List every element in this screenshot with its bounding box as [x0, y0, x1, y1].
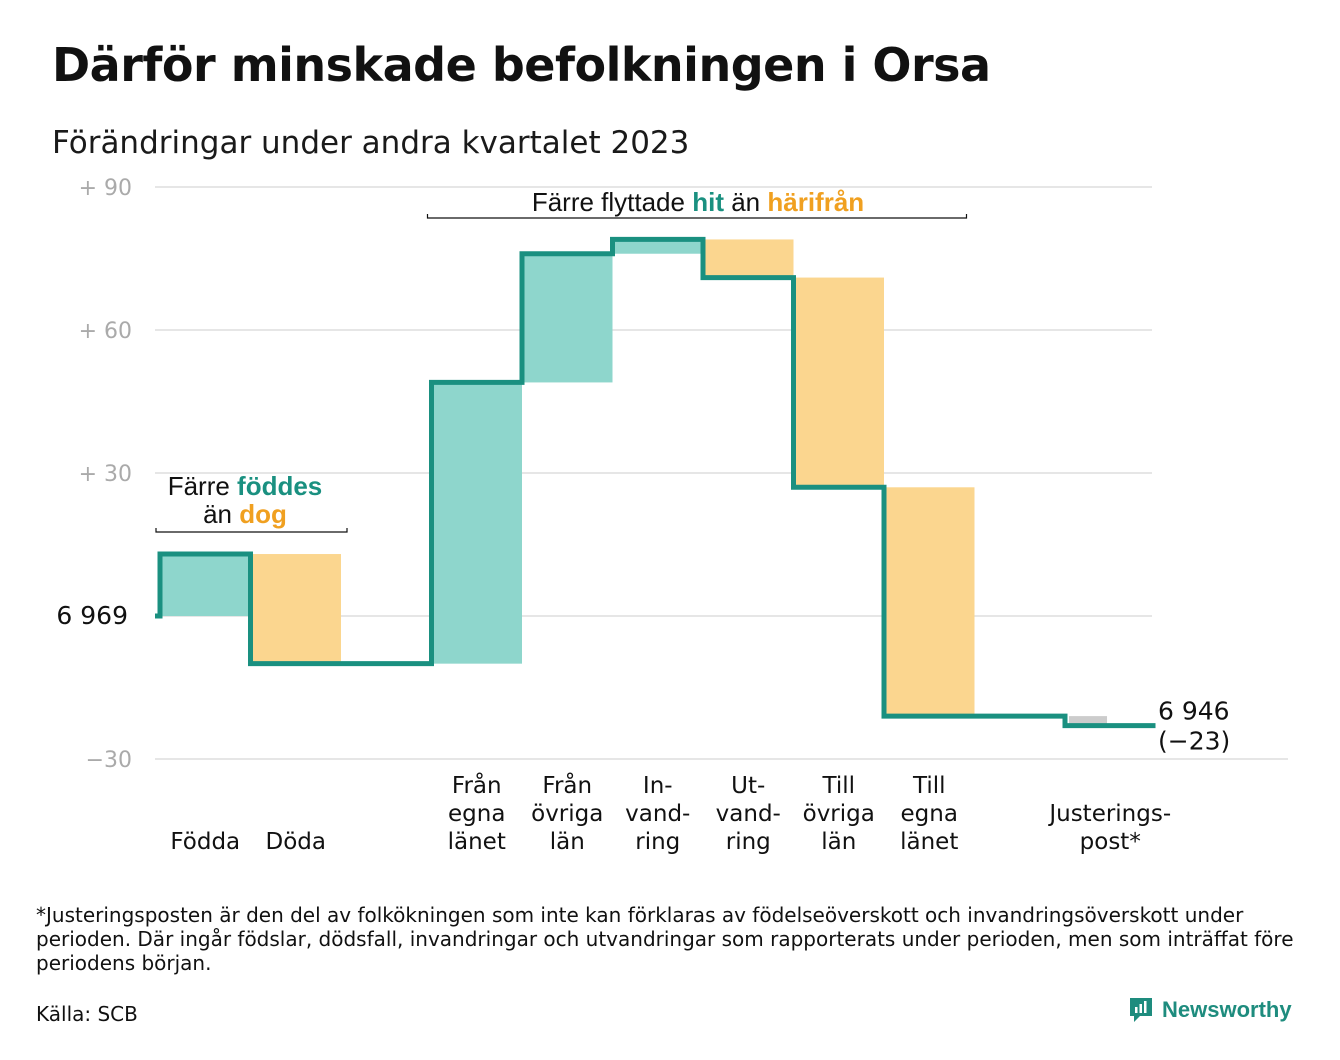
grid-lines: [155, 186, 1288, 760]
newsworthy-chart-icon: [1130, 998, 1152, 1022]
bar-increase: [522, 253, 613, 383]
category-label: vand-: [716, 801, 781, 827]
y-tick-label: + 60: [79, 319, 132, 344]
annotation-text: Färre föddes: [168, 471, 323, 501]
category-label: övriga: [803, 801, 875, 827]
y-tick-labels: −30 + 30 + 60 + 90 6 969: [56, 176, 132, 773]
running-total-line: [155, 236, 1156, 729]
y-tick-label: + 90: [79, 176, 132, 201]
source-text: Källa: SCB: [36, 1002, 138, 1026]
bar-increase: [431, 382, 522, 664]
category-label: Från: [542, 771, 592, 799]
annotation-text: Färre flyttade hit än härifrån: [532, 187, 864, 217]
category-label: In-: [643, 773, 673, 799]
category-label: län: [550, 829, 585, 855]
category-label: ring: [726, 829, 771, 855]
brand-name: Newsworthy: [1162, 997, 1292, 1022]
annotation-bracket: [426, 214, 968, 219]
brand-logo[interactable]: Newsworthy: [1128, 996, 1292, 1024]
category-label: övriga: [531, 801, 603, 827]
annotation-text: än dog: [203, 499, 287, 529]
category-label: länet: [900, 829, 958, 855]
bar-decrease: [793, 277, 884, 488]
annotation-segment: dog: [239, 499, 287, 529]
annotation-bracket: [155, 528, 348, 533]
bar-decrease: [884, 487, 975, 717]
end-labels: 6 946(−23): [1158, 697, 1230, 756]
category-label: länet: [448, 829, 506, 855]
annotation-segment: föddes: [237, 471, 322, 501]
category-label: Till: [821, 773, 855, 799]
category-label: egna: [901, 801, 958, 827]
category-label: ring: [635, 829, 680, 855]
category-label: Ut-: [731, 773, 765, 799]
category-label: Till: [912, 773, 946, 799]
bar-adjustment: [1069, 716, 1108, 726]
annotation-segment: än: [724, 187, 767, 217]
category-label: Justerings-: [1047, 801, 1171, 827]
annotation-segment: än: [203, 499, 239, 529]
annotation-segment: Färre: [168, 471, 237, 501]
bar-decrease: [250, 554, 341, 664]
annotation-segment: Färre flyttade: [532, 187, 692, 217]
y-tick-label: + 30: [79, 462, 132, 487]
page-subtitle: Förändringar under andra kvartalet 2023: [52, 125, 690, 161]
category-label: post*: [1080, 829, 1141, 855]
category-label: Från: [452, 771, 502, 799]
category-label: län: [821, 829, 856, 855]
end-value-label: 6 946: [1158, 697, 1230, 726]
category-label: Döda: [266, 829, 326, 855]
end-change-label: (−23): [1158, 727, 1230, 756]
start-value-label: 6 969: [56, 601, 128, 630]
bar-increase: [160, 554, 251, 616]
annotation-segment: härifrån: [767, 187, 864, 217]
category-labels: Födda DödaFrånegnalänetFrånövrigalänIn-va…: [170, 771, 1171, 855]
y-tick-label: −30: [86, 748, 132, 773]
bar-decrease: [703, 239, 794, 278]
category-label: vand-: [625, 801, 690, 827]
category-label: egna: [448, 801, 505, 827]
category-label: Födda: [170, 829, 240, 855]
bar-increase: [612, 239, 703, 254]
annotation-segment: hit: [692, 187, 724, 217]
page-title: Därför minskade befolkningen i Orsa: [52, 38, 991, 92]
bars: [160, 239, 1108, 726]
footnote: *Justeringsposten är den del av folkökni…: [36, 903, 1294, 975]
